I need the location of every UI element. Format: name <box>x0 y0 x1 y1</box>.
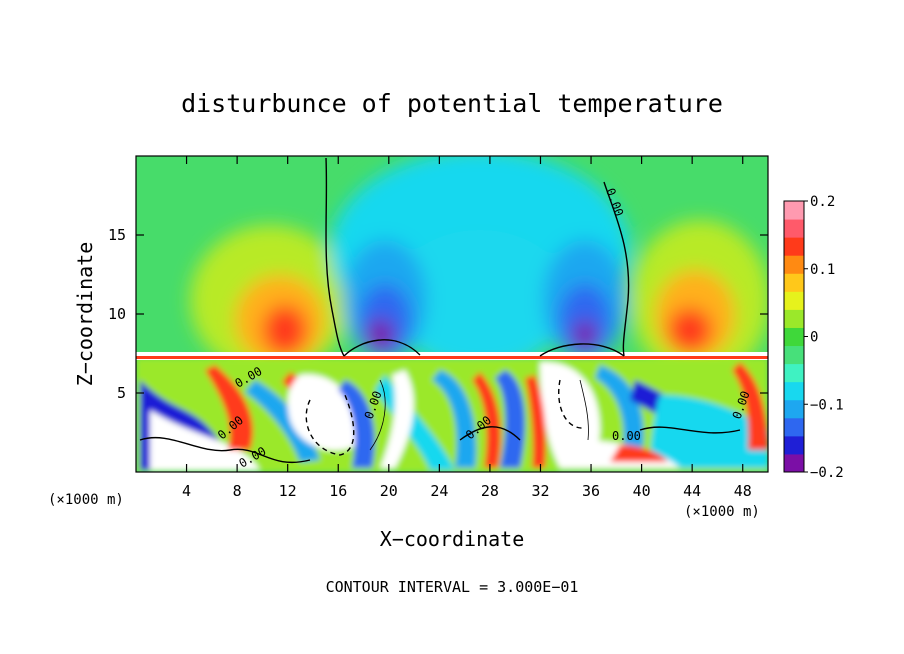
contour-thin-1 <box>579 379 589 441</box>
x-unit-left: (×1000 m) <box>48 492 124 508</box>
y-tick-label: 15 <box>108 226 126 244</box>
colorbar-swatch <box>784 219 804 238</box>
x-tick-label: 12 <box>279 482 297 500</box>
colorbar-swatch <box>784 435 804 455</box>
colorbar-swatch <box>784 399 804 419</box>
contour-lower-layer-1 <box>139 436 311 464</box>
x-tick-label: 44 <box>683 482 701 500</box>
colorbar-tick-label: 0 <box>810 330 818 346</box>
contour-lower-layer-2 <box>459 426 521 441</box>
x-tick-label: 48 <box>734 482 752 500</box>
x-tick-label: 36 <box>582 482 600 500</box>
colorbar-tick-label: 0.1 <box>810 262 835 278</box>
colorbar-swatch <box>784 381 804 401</box>
x-tick-label: 40 <box>633 482 651 500</box>
y-tick-label: 10 <box>108 305 126 323</box>
contour-dashed-2 <box>558 379 586 429</box>
colorbar-swatch <box>784 237 804 256</box>
x-tick-label: 24 <box>430 482 448 500</box>
colorbar-swatch <box>784 363 804 383</box>
x-unit-right: (×1000 m) <box>684 504 760 520</box>
colorbar-swatch <box>784 309 804 328</box>
zero-contour-right <box>603 181 630 357</box>
contour-thin-2 <box>369 379 386 451</box>
contour-lower-layer-3 <box>639 426 741 434</box>
contour-dome-left <box>343 339 421 357</box>
x-axis: 4 8 12 16 20 24 28 32 36 40 44 48 <box>182 156 752 500</box>
chart-title: disturbunce of potential temperature <box>181 89 723 118</box>
colorbar-ticks: 0.2 0.1 0 −0.1 −0.2 <box>804 194 844 481</box>
x-tick-label: 28 <box>481 482 499 500</box>
heatmap-field <box>136 156 768 472</box>
x-tick-label: 8 <box>233 482 242 500</box>
colorbar-swatch <box>784 291 804 310</box>
y-axis: 5 10 15 <box>108 226 768 402</box>
colorbar-swatch <box>784 255 804 274</box>
contour-label: 0.00 <box>612 429 641 443</box>
x-tick-label: 32 <box>531 482 549 500</box>
colorbar-swatch <box>784 453 804 473</box>
y-axis-label: Z−coordinate <box>73 242 97 387</box>
contour-interval-footer: CONTOUR INTERVAL = 3.000E−01 <box>326 578 579 596</box>
colorbar-swatch <box>784 327 804 347</box>
colorbar-swatch <box>784 273 804 292</box>
colorbar-swatch <box>784 345 804 365</box>
colorbar-tick-label: −0.2 <box>810 465 844 481</box>
y-tick-label: 5 <box>117 384 126 402</box>
x-axis-label: X−coordinate <box>380 527 525 551</box>
zero-contour-left <box>325 157 345 357</box>
x-tick-label: 4 <box>182 482 191 500</box>
colorbar-tick-label: 0.2 <box>810 194 835 210</box>
contour-lines <box>139 157 741 464</box>
x-tick-label: 20 <box>380 482 398 500</box>
colorbar-swatch <box>784 201 804 220</box>
contour-dome-right <box>539 343 625 357</box>
colorbar-swatch <box>784 417 804 437</box>
colorbar <box>783 200 805 473</box>
contour-dashed-1 <box>305 394 355 456</box>
x-tick-label: 16 <box>329 482 347 500</box>
colorbar-tick-label: −0.1 <box>810 397 844 413</box>
